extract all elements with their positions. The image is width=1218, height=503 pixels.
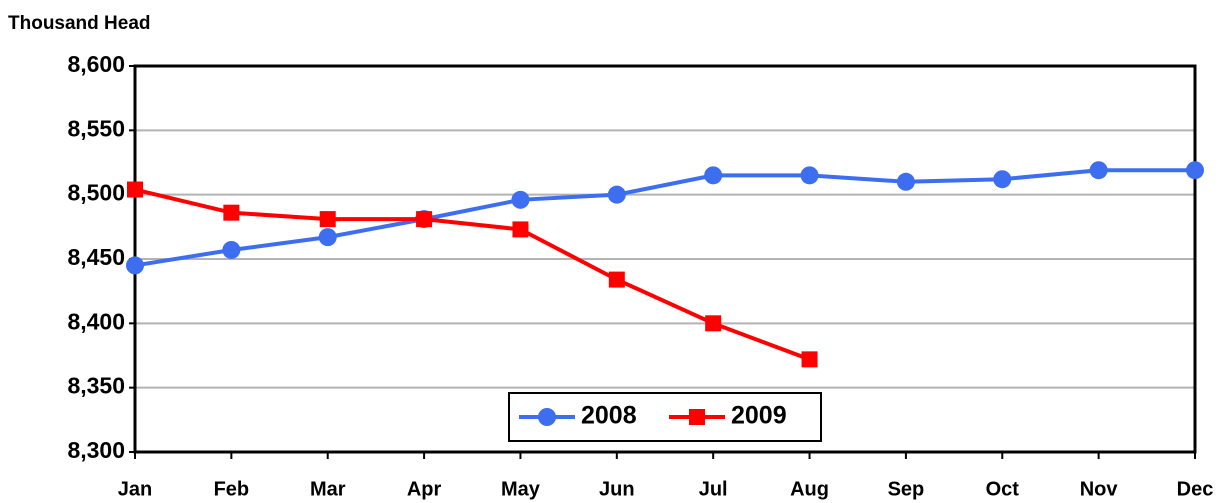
- x-tick-label: Jun: [599, 478, 635, 500]
- x-tick-label: Aug: [790, 478, 829, 500]
- marker: [704, 166, 723, 185]
- marker: [319, 211, 336, 228]
- marker: [127, 181, 143, 198]
- marker: [1089, 161, 1108, 180]
- marker: [512, 221, 529, 238]
- marker: [896, 172, 915, 191]
- x-tick-label: May: [501, 478, 541, 500]
- y-axis-label: Thousand Head: [8, 13, 151, 34]
- marker: [223, 204, 240, 221]
- x-tick-label: Feb: [214, 478, 250, 500]
- y-tick-label: 8,450: [67, 244, 125, 270]
- marker: [222, 240, 241, 259]
- legend: 2008 2009: [508, 392, 822, 442]
- marker: [800, 166, 819, 185]
- marker: [705, 315, 722, 332]
- x-tick-label: Sep: [888, 478, 925, 500]
- x-tick-label: Jan: [118, 478, 152, 500]
- marker: [511, 190, 530, 209]
- marker: [801, 351, 818, 368]
- marker: [538, 408, 556, 426]
- x-tick-label: Dec: [1177, 478, 1214, 500]
- x-tick-label: Jul: [699, 478, 728, 500]
- y-tick-label: 8,350: [67, 373, 125, 399]
- y-tick-label: 8,400: [67, 308, 125, 334]
- marker: [607, 185, 626, 204]
- marker: [126, 256, 144, 275]
- y-tick-label: 8,500: [67, 180, 125, 206]
- series-line: [134, 168, 1195, 268]
- x-tick-label: Nov: [1080, 478, 1119, 500]
- marker: [1186, 161, 1204, 180]
- y-tick-label: 8,300: [67, 437, 125, 463]
- marker: [416, 211, 433, 228]
- series-line: [134, 187, 811, 362]
- legend-label: 2009: [731, 402, 787, 430]
- y-tick-label: 8,550: [67, 115, 125, 141]
- marker: [608, 271, 625, 288]
- marker: [993, 170, 1012, 189]
- y-tick-label: 8,600: [67, 51, 125, 77]
- legend-label: 2008: [581, 402, 637, 430]
- x-tick-label: Mar: [310, 478, 346, 500]
- x-tick-label: Oct: [986, 478, 1020, 500]
- marker: [318, 228, 337, 247]
- marker: [689, 409, 705, 425]
- x-tick-label: Apr: [407, 478, 442, 500]
